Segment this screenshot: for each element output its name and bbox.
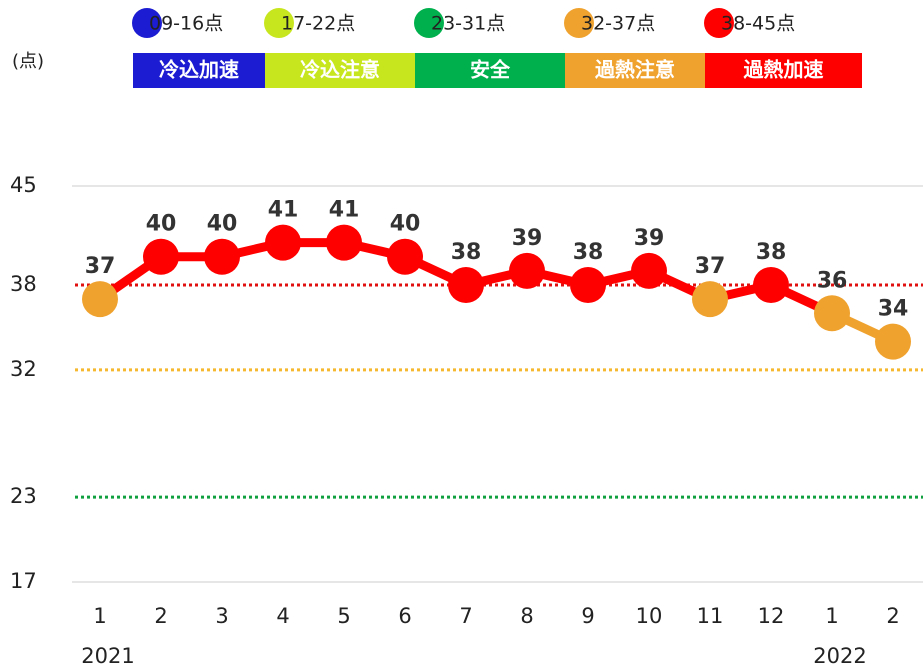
x-year-label: 2022 [813, 644, 866, 668]
data-label: 38 [451, 240, 482, 265]
y-tick-label: 38 [10, 272, 37, 296]
legend-band [265, 53, 415, 88]
legend-band-label: 過熱加速 [744, 58, 824, 82]
legend-marker [564, 8, 594, 38]
data-label: 41 [329, 198, 360, 223]
data-label: 39 [634, 226, 665, 251]
x-tick-label: 2 [154, 604, 167, 628]
point [875, 323, 911, 360]
legend-marker [414, 8, 444, 38]
point [631, 252, 667, 289]
point [387, 238, 423, 275]
x-year-label: 2021 [81, 644, 134, 668]
x-tick-label: 7 [459, 604, 472, 628]
point [204, 238, 240, 275]
x-tick-label: 11 [697, 604, 724, 628]
data-label: 38 [756, 240, 787, 265]
legend-band [415, 53, 565, 88]
x-tick-label: 5 [337, 604, 350, 628]
data-label: 36 [817, 268, 848, 293]
x-tick-label: 1 [93, 604, 106, 628]
point [814, 295, 850, 332]
point [448, 267, 484, 303]
x-tick-label: 4 [276, 604, 289, 628]
legend-marker [132, 8, 162, 38]
legend-marker [704, 8, 734, 38]
point [82, 281, 118, 318]
legend-band-label: 安全 [470, 58, 511, 82]
legend-text: 17-22点 [281, 13, 355, 35]
x-tick-label: 8 [520, 604, 533, 628]
point [509, 252, 545, 289]
data-label: 40 [207, 212, 238, 237]
data-label: 37 [85, 254, 116, 279]
legend-text: 38-45点 [721, 13, 795, 35]
y-axis-label: (点) [12, 51, 44, 72]
legend-band-label: 冷込加速 [159, 58, 239, 82]
x-tick-label: 2 [886, 604, 899, 628]
y-tick-label: 45 [10, 173, 37, 197]
legend-text: 32-37点 [581, 13, 655, 35]
point [143, 238, 179, 275]
data-label: 38 [573, 240, 604, 265]
x-tick-label: 12 [758, 604, 785, 628]
x-tick-label: 6 [398, 604, 411, 628]
y-tick-label: 32 [10, 357, 37, 381]
point [265, 224, 301, 261]
y-tick-label: 23 [10, 484, 37, 508]
point [570, 267, 606, 303]
point [692, 281, 728, 318]
data-label: 40 [146, 212, 177, 237]
x-tick-label: 3 [215, 604, 228, 628]
data-label: 39 [512, 226, 543, 251]
data-label: 34 [878, 297, 909, 322]
data-label: 37 [695, 254, 726, 279]
legend-marker [264, 8, 294, 38]
x-tick-label: 1 [825, 604, 838, 628]
legend-band [565, 53, 705, 88]
x-tick-label: 9 [581, 604, 594, 628]
data-label: 41 [268, 198, 299, 223]
x-tick-label: 10 [636, 604, 663, 628]
legend-text: 23-31点 [431, 13, 505, 35]
legend-band [133, 53, 265, 88]
legend-text: 09-16点 [149, 13, 223, 35]
y-tick-label: 17 [10, 569, 37, 593]
data-label: 40 [390, 212, 421, 237]
legend-band-label: 過熱注意 [595, 58, 675, 82]
legend-band [705, 53, 862, 88]
point [753, 267, 789, 303]
point [326, 224, 362, 261]
legend-band-label: 冷込注意 [300, 58, 380, 82]
